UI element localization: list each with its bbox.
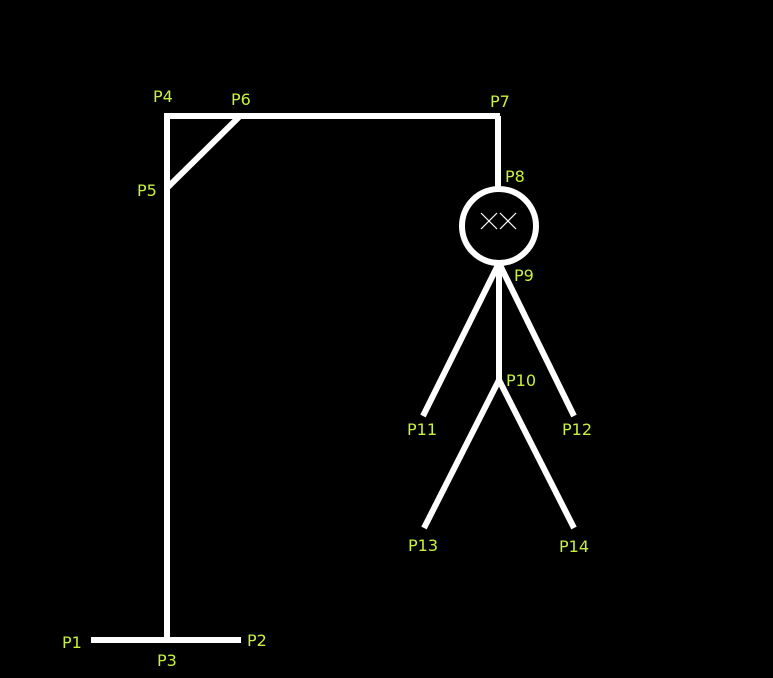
label-p3: P3 — [157, 651, 177, 670]
gallows-brace — [164, 113, 243, 191]
label-p6: P6 — [231, 90, 251, 109]
label-p2: P2 — [247, 631, 267, 650]
label-p9: P9 — [514, 266, 534, 285]
label-p1: P1 — [62, 633, 82, 652]
label-p11: P11 — [407, 420, 437, 439]
label-p14: P14 — [559, 537, 589, 556]
right-leg — [496, 378, 577, 530]
right-eye-stroke-b — [499, 212, 517, 230]
point-labels: P1 P2 P3 P4 P5 P6 P7 P8 P9 P10 P11 P12 P… — [62, 87, 592, 670]
figure-lines — [91, 113, 577, 643]
left-eye-stroke-b — [480, 212, 498, 230]
label-p5: P5 — [137, 181, 157, 200]
label-p13: P13 — [408, 536, 438, 555]
left-arm — [420, 261, 502, 418]
label-p10: P10 — [506, 371, 536, 390]
label-p12: P12 — [562, 420, 592, 439]
label-p4: P4 — [153, 87, 173, 106]
left-leg — [421, 378, 502, 530]
right-arm — [496, 261, 577, 418]
label-p8: P8 — [505, 167, 525, 186]
label-p7: P7 — [490, 92, 510, 111]
x-eyes-icon — [480, 212, 517, 230]
